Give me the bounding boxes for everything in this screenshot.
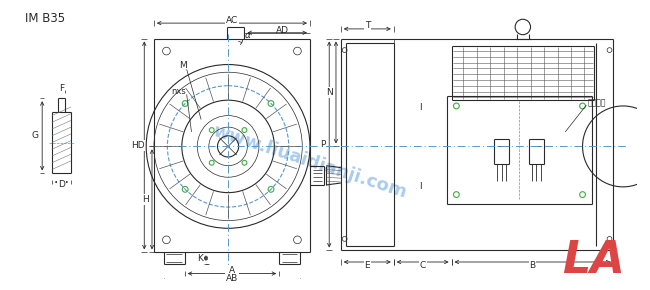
Text: A: A xyxy=(229,266,235,275)
Text: G: G xyxy=(32,131,39,140)
Text: K: K xyxy=(197,254,203,263)
Text: T: T xyxy=(365,21,370,30)
Text: P: P xyxy=(320,140,325,149)
Text: N: N xyxy=(326,88,333,97)
Text: H: H xyxy=(142,195,149,204)
Text: M: M xyxy=(179,61,187,70)
Text: B: B xyxy=(529,261,536,270)
Text: I: I xyxy=(419,182,422,191)
Text: D: D xyxy=(58,180,65,189)
Text: I: I xyxy=(419,103,422,113)
Text: F: F xyxy=(59,84,64,93)
Text: AD: AD xyxy=(276,26,289,35)
Text: C: C xyxy=(419,261,426,270)
Text: 护套接头: 护套接头 xyxy=(588,99,606,108)
Text: E: E xyxy=(365,261,370,270)
Text: nxs: nxs xyxy=(171,87,186,96)
Text: AC: AC xyxy=(226,16,238,25)
Text: AB: AB xyxy=(226,274,238,283)
Text: LA: LA xyxy=(562,239,625,282)
Text: IM B35: IM B35 xyxy=(25,12,65,25)
Text: α: α xyxy=(244,31,250,41)
Text: www.liuaidianji.com: www.liuaidianji.com xyxy=(211,122,410,202)
Text: HD: HD xyxy=(131,141,144,150)
